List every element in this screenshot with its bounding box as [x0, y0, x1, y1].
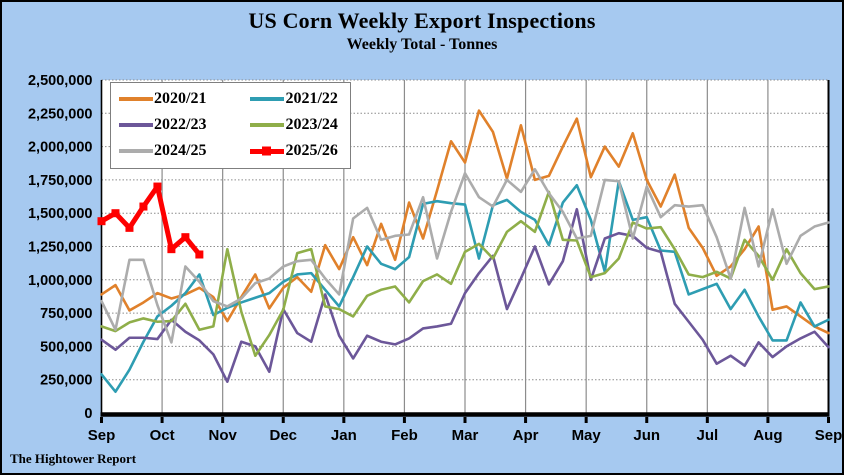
x-tick-label: Jan — [331, 427, 357, 444]
legend-item-2025-26: 2025/26 — [250, 138, 338, 164]
series-line-2021-22 — [100, 179, 830, 393]
legend-item-2021-22: 2021/22 — [250, 86, 338, 112]
legend-swatch-2021-22 — [250, 97, 285, 101]
legend-label: 2024/25 — [154, 142, 207, 159]
chart-subtitle: Weekly Total - Tonnes — [346, 36, 498, 53]
legend-item-2020-21: 2020/21 — [119, 86, 206, 112]
legend-grid: 2020/21 2021/22 2022/23 2023/24 2024/25 2025/… — [119, 86, 338, 164]
legend-label: 2020/21 — [154, 90, 207, 107]
x-tick-label: Apr — [513, 427, 539, 444]
y-tick-label: 750,000 — [40, 306, 92, 322]
x-tick-label: May — [572, 427, 602, 444]
y-tick-label: 1,500,000 — [28, 206, 93, 222]
y-tick-label: 2,250,000 — [28, 106, 93, 122]
chart-title: US Corn Weekly Export Inspections — [248, 8, 596, 33]
x-tick-label: Oct — [150, 427, 175, 444]
series-marker-2025-26 — [167, 245, 176, 254]
legend-line-sample — [119, 97, 153, 101]
series-marker-2025-26 — [125, 223, 134, 232]
legend-swatch-2020-21 — [119, 97, 153, 101]
series-line-2023-24 — [100, 190, 830, 358]
y-tick-label: 2,500,000 — [28, 73, 93, 89]
legend-line-sample — [250, 123, 285, 127]
legend-swatch-2025-26 — [250, 146, 285, 156]
series-marker-2025-26 — [195, 250, 204, 259]
legend-item-2023-24: 2023/24 — [250, 112, 338, 138]
series-marker-2025-26 — [111, 209, 120, 218]
legend-item-2024-25: 2024/25 — [119, 138, 206, 164]
legend: 2020/21 2021/22 2022/23 2023/24 2024/25 2025/… — [110, 82, 351, 169]
legend-swatch-2024-25 — [119, 149, 153, 153]
x-tick-label: Sep — [88, 427, 116, 444]
series-marker-2025-26 — [181, 233, 190, 242]
legend-marker-sample — [262, 146, 272, 156]
y-tick-label: 1,250,000 — [28, 240, 93, 256]
x-tick-label: Aug — [753, 427, 782, 444]
legend-swatch-2023-24 — [250, 123, 285, 127]
series-line-2020-21 — [100, 109, 830, 335]
y-tick-label: 1,750,000 — [28, 173, 93, 189]
series-marker-2025-26 — [97, 217, 106, 226]
legend-label: 2021/22 — [285, 90, 338, 107]
y-tick-label: 250,000 — [40, 373, 92, 389]
legend-line-sample — [119, 149, 153, 153]
series-line-2024-25 — [100, 167, 830, 344]
x-tick-label: Mar — [452, 427, 479, 444]
x-tick-label: Jul — [696, 427, 718, 444]
series-marker-2025-26 — [139, 202, 148, 211]
x-tick-label: Nov — [208, 427, 237, 444]
x-tick-label: Jun — [633, 427, 660, 444]
y-tick-label: 2,000,000 — [28, 140, 93, 156]
legend-line-sample — [250, 97, 285, 101]
legend-label: 2022/23 — [154, 116, 207, 133]
legend-item-2022-23: 2022/23 — [119, 112, 206, 138]
x-tick-label: Feb — [391, 427, 418, 444]
legend-label: 2023/24 — [285, 116, 338, 133]
y-tick-label: 500,000 — [40, 339, 92, 355]
legend-label: 2025/26 — [285, 142, 338, 159]
x-tick-label: Sep — [815, 427, 843, 444]
series-line-2022-23 — [100, 207, 830, 383]
x-tick-label: Dec — [269, 427, 297, 444]
legend-swatch-2022-23 — [119, 123, 153, 127]
y-tick-label: 0 — [84, 406, 92, 422]
series-marker-2025-26 — [153, 182, 162, 191]
y-tick-label: 1,000,000 — [28, 273, 93, 289]
legend-line-sample — [119, 123, 153, 127]
source-attribution: The Hightower Report — [10, 451, 137, 466]
